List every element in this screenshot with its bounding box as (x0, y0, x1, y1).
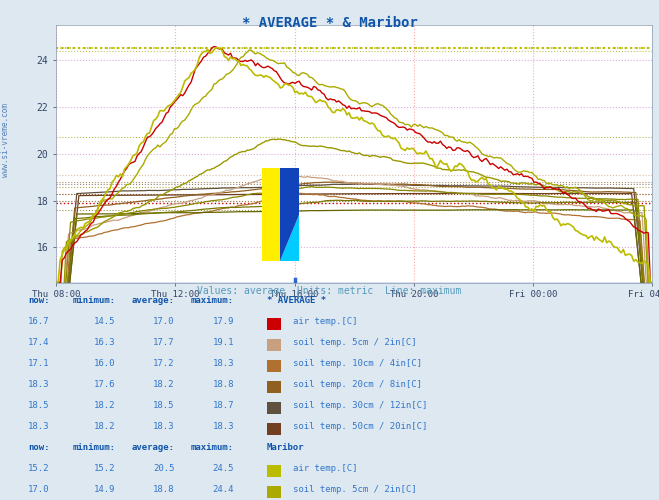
Text: 16.7: 16.7 (28, 317, 49, 326)
Text: maximum:: maximum: (191, 296, 234, 305)
Text: air temp.[C]: air temp.[C] (293, 317, 358, 326)
Text: 14.5: 14.5 (94, 317, 115, 326)
Polygon shape (281, 168, 299, 262)
Text: minimum:: minimum: (72, 296, 115, 305)
Text: air temp.[C]: air temp.[C] (293, 464, 358, 473)
Text: 17.0: 17.0 (28, 485, 49, 494)
Text: maximum:: maximum: (191, 443, 234, 452)
Text: soil temp. 5cm / 2in[C]: soil temp. 5cm / 2in[C] (293, 338, 417, 347)
Text: soil temp. 5cm / 2in[C]: soil temp. 5cm / 2in[C] (293, 485, 417, 494)
Text: 20.5: 20.5 (153, 464, 175, 473)
Text: soil temp. 10cm / 4in[C]: soil temp. 10cm / 4in[C] (293, 359, 422, 368)
Text: 18.8: 18.8 (153, 485, 175, 494)
Text: 15.2: 15.2 (28, 464, 49, 473)
Text: 18.2: 18.2 (94, 401, 115, 410)
Text: average:: average: (132, 443, 175, 452)
Text: www.si-vreme.com: www.si-vreme.com (1, 103, 10, 177)
Text: 16.0: 16.0 (94, 359, 115, 368)
Bar (262, 168, 281, 262)
Text: now:: now: (28, 443, 49, 452)
Text: 19.1: 19.1 (212, 338, 234, 347)
Text: 17.9: 17.9 (212, 317, 234, 326)
Text: Maribor: Maribor (267, 443, 304, 452)
Text: * AVERAGE *: * AVERAGE * (267, 296, 326, 305)
Text: 18.7: 18.7 (212, 401, 234, 410)
Text: 18.2: 18.2 (94, 422, 115, 431)
Polygon shape (281, 214, 299, 262)
Text: 18.3: 18.3 (28, 422, 49, 431)
Text: now:: now: (28, 296, 49, 305)
Text: 18.3: 18.3 (28, 380, 49, 389)
Text: 17.4: 17.4 (28, 338, 49, 347)
Text: 18.2: 18.2 (153, 380, 175, 389)
Text: * AVERAGE * & Maribor: * AVERAGE * & Maribor (242, 16, 417, 30)
Text: 18.8: 18.8 (212, 380, 234, 389)
Text: 18.3: 18.3 (212, 422, 234, 431)
Text: 14.9: 14.9 (94, 485, 115, 494)
Text: 18.3: 18.3 (153, 422, 175, 431)
Text: 17.1: 17.1 (28, 359, 49, 368)
Text: soil temp. 50cm / 20in[C]: soil temp. 50cm / 20in[C] (293, 422, 428, 431)
Text: 18.3: 18.3 (212, 359, 234, 368)
Text: soil temp. 30cm / 12in[C]: soil temp. 30cm / 12in[C] (293, 401, 428, 410)
Text: Values: average  Units: metric  Line: maximum: Values: average Units: metric Line: maxi… (197, 286, 462, 296)
Text: 17.6: 17.6 (94, 380, 115, 389)
Text: average:: average: (132, 296, 175, 305)
Text: 17.7: 17.7 (153, 338, 175, 347)
Text: 16.3: 16.3 (94, 338, 115, 347)
Text: minimum:: minimum: (72, 443, 115, 452)
Text: 15.2: 15.2 (94, 464, 115, 473)
Text: 24.4: 24.4 (212, 485, 234, 494)
Text: soil temp. 20cm / 8in[C]: soil temp. 20cm / 8in[C] (293, 380, 422, 389)
Text: 24.5: 24.5 (212, 464, 234, 473)
Text: 18.5: 18.5 (153, 401, 175, 410)
Text: 17.2: 17.2 (153, 359, 175, 368)
Text: 17.0: 17.0 (153, 317, 175, 326)
Text: 18.5: 18.5 (28, 401, 49, 410)
